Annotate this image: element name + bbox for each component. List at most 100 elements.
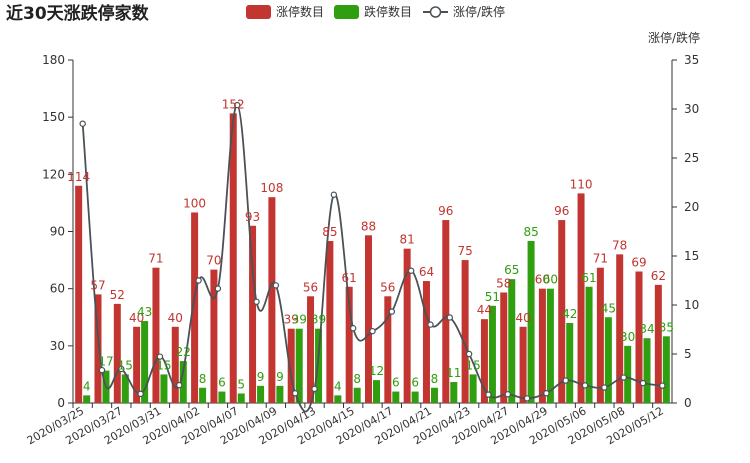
limit-up-bar [113, 303, 121, 403]
limit-up-value-label: 56 [380, 280, 395, 294]
limit-down-bar [566, 322, 574, 403]
limit-up-value-label: 114 [67, 170, 90, 184]
limit-up-bar [133, 326, 141, 403]
limit-up-value-label: 64 [419, 265, 434, 279]
limit-up-bar [75, 185, 83, 403]
legend[interactable]: 涨停数目 跌停数目 涨停/跌停 [246, 4, 505, 19]
limit-up-value-label: 96 [438, 204, 453, 218]
limit-down-value-label: 39 [292, 313, 307, 327]
limit-up-bar [94, 294, 102, 403]
ratio-point [639, 379, 647, 387]
right-axis-tick-label: 30 [684, 102, 699, 116]
limit-up-bar [345, 286, 353, 403]
ratio-point [504, 391, 511, 398]
ratio-point [543, 390, 550, 397]
limit-down-bar [199, 387, 207, 403]
limit-up-value-label: 88 [361, 219, 376, 233]
limit-down-bar [488, 305, 496, 403]
ratio-line [79, 101, 666, 413]
limit-down-value-label: 12 [369, 364, 384, 378]
chart-title: 近30天涨跌停家数 [6, 3, 150, 24]
limit-up-bar [616, 254, 624, 403]
left-axis-tick-label: 120 [42, 167, 65, 181]
ratio-point [601, 384, 608, 391]
limit-down-bar [643, 338, 651, 403]
limit-up-bar [558, 220, 566, 403]
limit-up-value-label: 60 [535, 273, 550, 287]
limit-up-value-label: 85 [322, 225, 337, 239]
limit-down-value-label: 4 [334, 379, 342, 393]
limit-up-bar [519, 326, 527, 403]
limit-up-value-label: 81 [400, 233, 415, 247]
limit-down-value-label: 45 [601, 301, 616, 315]
limit-up-value-label: 71 [593, 252, 608, 266]
limit-down-bar [527, 241, 535, 403]
ratio-point [388, 308, 396, 315]
limit-up-value-label: 62 [651, 269, 666, 283]
left-axis-tick-label: 60 [50, 282, 65, 296]
ratio-point [369, 327, 376, 335]
limit-up-bar [171, 326, 179, 403]
limit-up-bar [365, 235, 372, 403]
limit-up-bar [635, 271, 643, 403]
ratio-point [523, 395, 531, 402]
ratio-point [234, 101, 241, 109]
limit-down-bar [295, 328, 303, 403]
limit-down-bar [218, 391, 226, 403]
limit-up-value-label: 61 [342, 271, 357, 285]
limit-up-bar [500, 292, 508, 403]
limit-down-value-label: 35 [659, 320, 674, 334]
ratio-point [176, 381, 183, 389]
limit-down-value-label: 61 [581, 271, 596, 285]
ratio-point [272, 282, 280, 289]
limit-up-value-label: 39 [284, 313, 299, 327]
limit-down-bar [257, 385, 265, 403]
limit-up-value-label: 40 [515, 311, 530, 325]
limit-up-bar [249, 225, 257, 403]
limit-down-bar [450, 382, 458, 403]
ratio-point [330, 191, 338, 198]
limit-down-value-label: 22 [176, 345, 191, 359]
limit-down-bar [373, 380, 380, 403]
limit-down-bar [392, 391, 400, 403]
limit-down-bar [469, 374, 477, 403]
limit-down-value-label: 4 [83, 379, 91, 393]
limit-down-bar [179, 361, 187, 403]
limit-up-value-label: 93 [245, 210, 260, 224]
right-axis-label: 涨停/跌停 [648, 30, 700, 45]
limit-down-bar [508, 279, 516, 403]
ratio-point [195, 277, 202, 284]
limit-down-bar [315, 328, 323, 403]
limit-down-value-label: 65 [504, 263, 519, 277]
left-axis-tick-label: 180 [42, 53, 65, 67]
limit-down-bar [276, 385, 284, 403]
limit-up-bar [422, 281, 430, 403]
limit-down-value-label: 8 [199, 372, 207, 386]
right-axis-tick-label: 15 [684, 249, 699, 263]
ratio-point [79, 120, 86, 127]
ratio-point [427, 321, 434, 328]
limit-down-value-label: 5 [237, 377, 245, 391]
right-axis-tick-label: 5 [684, 347, 692, 361]
limit-down-value-label: 6 [218, 376, 226, 390]
left-axis-tick-label: 30 [50, 339, 65, 353]
ratio-point [253, 298, 260, 305]
limit-up-bar [384, 296, 392, 403]
legend-label: 涨停数目 [276, 4, 324, 19]
limit-down-bar [160, 374, 168, 403]
limit-up-bar [596, 267, 604, 403]
limit-down-value-label: 42 [562, 307, 577, 321]
limit-up-bar [442, 220, 450, 403]
limit-down-value-label: 11 [446, 366, 461, 380]
limit-up-value-label: 152 [222, 97, 245, 111]
ratio-point [214, 285, 222, 292]
limit-up-value-label: 108 [260, 181, 283, 195]
ratio-point [659, 382, 666, 389]
ratio-point [562, 377, 569, 384]
limit-up-bar [403, 248, 411, 403]
limit-down-value-label: 15 [465, 358, 480, 372]
right-axis-tick-label: 10 [684, 298, 699, 312]
limit-up-bar [480, 319, 488, 403]
